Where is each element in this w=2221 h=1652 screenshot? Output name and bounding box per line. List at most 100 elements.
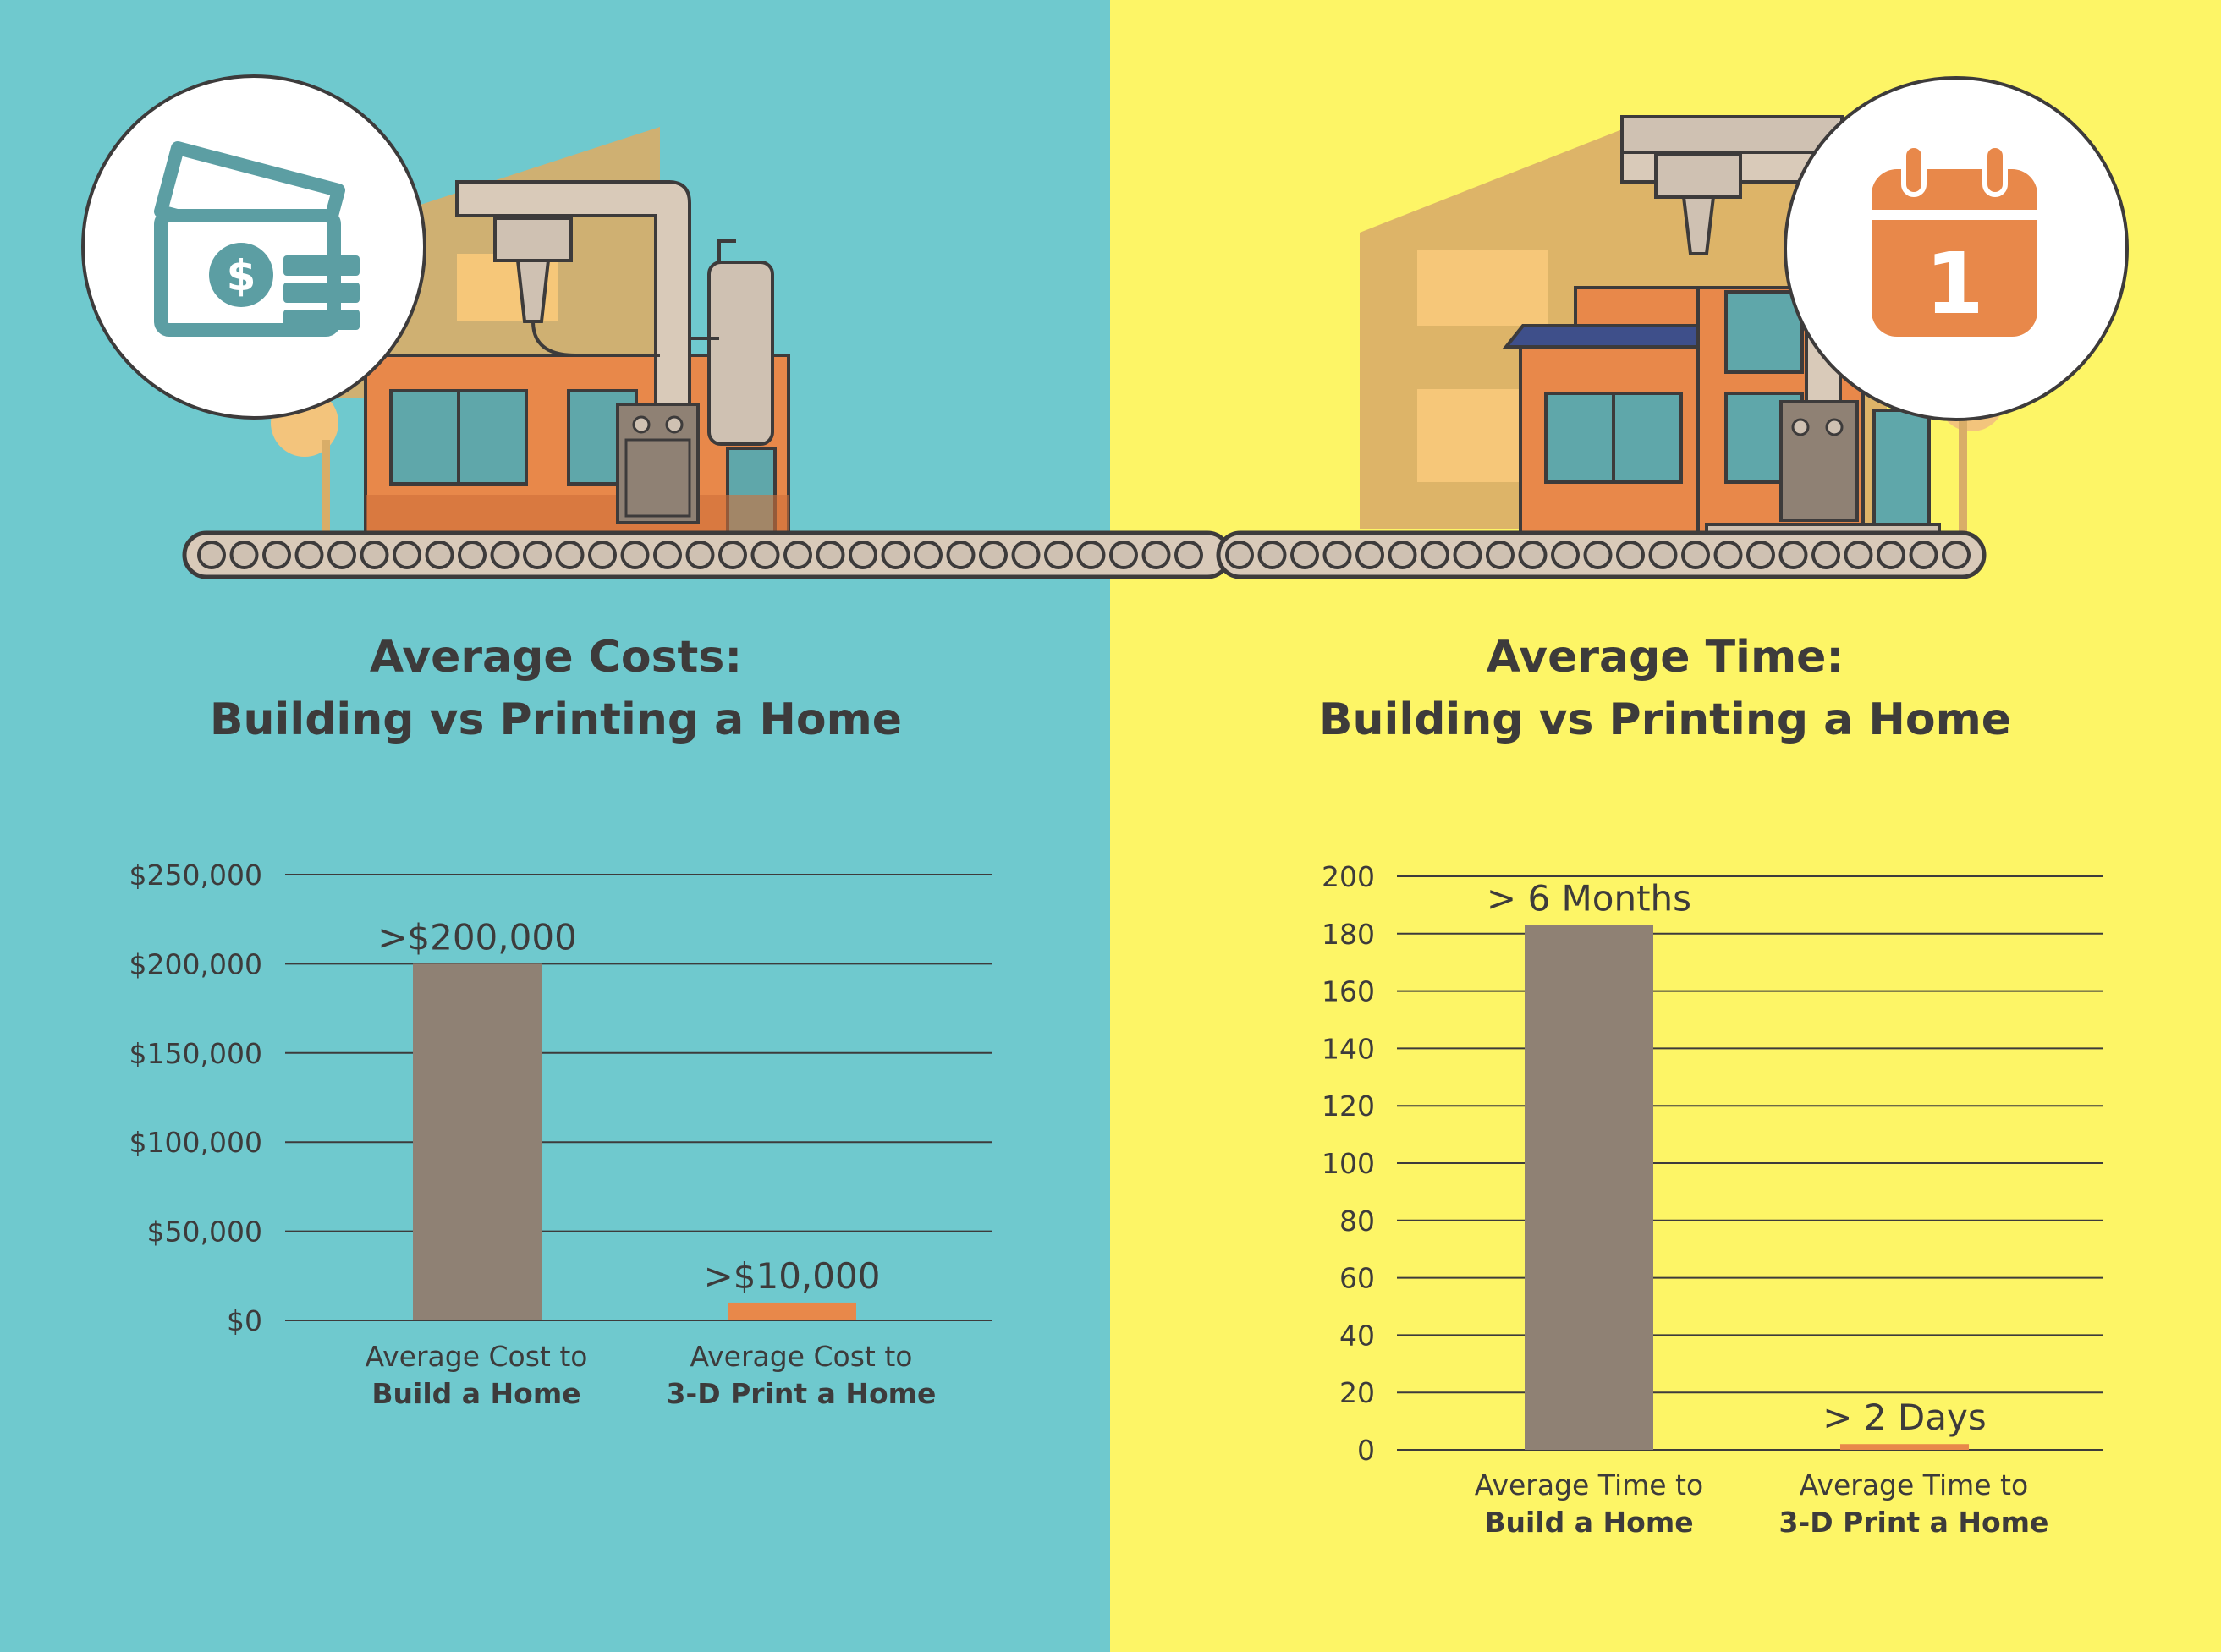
belt-roller (1844, 541, 1873, 569)
cost-data-label-print: >$10,000 (704, 1255, 881, 1297)
belt-roller (1322, 541, 1352, 569)
cost-category-print-line-1: Average Cost to (690, 1340, 913, 1373)
right-house-illustration (1360, 118, 2005, 535)
cost-y-tick-label: $50,000 (147, 1216, 262, 1249)
belt-roller (1174, 541, 1203, 569)
belt-roller (1648, 541, 1678, 569)
belt-roller (1141, 541, 1171, 569)
cost-chart-title: Average Costs: Building vs Printing a Ho… (48, 626, 1064, 751)
belt-roller (1076, 541, 1106, 569)
money-icon: $ (154, 141, 360, 337)
belt-roller (1616, 541, 1645, 569)
time-data-label-print: > 2 Days (1822, 1397, 1986, 1438)
belt-roller (1486, 541, 1515, 569)
belt-roller (1453, 541, 1482, 569)
belt-roller (1225, 541, 1254, 569)
belt-roller (327, 541, 356, 569)
calendar-number: 1 (1925, 234, 1984, 333)
belt-roller (1746, 541, 1775, 569)
time-category-build-line-1: Average Time to (1474, 1468, 1704, 1501)
time-y-tick-label: 120 (1322, 1089, 1375, 1122)
cost-title-line-2: Building vs Printing a Home (209, 694, 903, 745)
time-category-print-line-2: 3-D Print a Home (1778, 1506, 2049, 1539)
time-title-line-2: Building vs Printing a Home (1318, 694, 2012, 745)
belt-roller (620, 541, 650, 569)
time-category-print-line-1: Average Time to (1799, 1468, 2029, 1501)
time-data-label-build: > 6 Months (1487, 878, 1691, 919)
belt-roller (490, 541, 520, 569)
time-bar-chart: 0 20 40 60 80 100 120 140 160 180 200 > 6 Months > 2… (1322, 860, 2103, 1467)
belt-roller (946, 541, 976, 569)
cost-y-tick-label: $150,000 (129, 1037, 262, 1070)
time-bar-build (1525, 925, 1653, 1450)
svg-text:$: $ (227, 251, 256, 300)
cost-bar-print (728, 1302, 856, 1320)
cost-y-tick-label: $0 (227, 1304, 262, 1337)
belt-roller (262, 541, 291, 569)
calendar-icon: 1 (1872, 143, 2037, 337)
belt-roller (1811, 541, 1840, 569)
belt-roller (1778, 541, 1808, 569)
belt-roller (1551, 541, 1580, 569)
belt-roller (685, 541, 715, 569)
cost-title-line-1: Average Costs: (369, 632, 743, 683)
time-chart-title: Average Time: Building vs Printing a Hom… (1157, 626, 2173, 751)
belt-roller (750, 541, 780, 569)
cost-category-build-line-2: Build a Home (371, 1377, 581, 1410)
time-title-line-1: Average Time: (1486, 632, 1844, 683)
cost-y-tick-label: $200,000 (129, 947, 262, 980)
time-y-tick-label: 160 (1322, 975, 1375, 1008)
time-y-tick-label: 180 (1322, 918, 1375, 951)
time-y-tick-label: 80 (1339, 1205, 1375, 1238)
cost-category-build: Average Cost to Build a Home (299, 1338, 654, 1413)
cost-data-label-build: >$200,000 (377, 916, 577, 958)
belt-roller (425, 541, 454, 569)
belt-roller (1713, 541, 1743, 569)
belt-roller (1909, 541, 1938, 569)
time-y-tick-label: 140 (1322, 1032, 1375, 1065)
time-y-tick-label: 200 (1322, 860, 1375, 893)
time-y-tick-label: 0 (1357, 1434, 1375, 1467)
belt-roller (1044, 541, 1073, 569)
belt-roller (1681, 541, 1710, 569)
belt-roller (1388, 541, 1417, 569)
belt-roller (229, 541, 259, 569)
belt-roller (1583, 541, 1613, 569)
belt-roller (555, 541, 585, 569)
belt-roller (1011, 541, 1041, 569)
time-bar-print (1840, 1444, 1969, 1450)
belt-roller (718, 541, 747, 569)
belt-roller (360, 541, 389, 569)
belt-roller (1109, 541, 1138, 569)
belt-roller (1355, 541, 1384, 569)
belt-roller (816, 541, 845, 569)
belt-roller (979, 541, 1008, 569)
time-y-tick-label: 60 (1339, 1262, 1375, 1295)
belt-roller (1290, 541, 1319, 569)
belt-roller (294, 541, 324, 569)
cost-bar-chart: $0 $50,000 $100,000 $150,000 $200,000 $250,00… (129, 859, 992, 1337)
cost-y-tick-label: $250,000 (129, 859, 262, 892)
cost-category-print-line-2: 3-D Print a Home (666, 1377, 937, 1410)
conveyor-belt (182, 530, 1987, 579)
belt-roller (914, 541, 943, 569)
belt-roller (653, 541, 682, 569)
belt-roller (783, 541, 812, 569)
cost-category-build-line-1: Average Cost to (365, 1340, 588, 1373)
belt-roller (881, 541, 910, 569)
time-category-print: Average Time to 3-D Print a Home (1736, 1467, 2092, 1541)
belt-roller (197, 541, 226, 569)
belt-roller (1518, 541, 1548, 569)
belt-roller (849, 541, 877, 569)
time-y-tick-label: 40 (1339, 1319, 1375, 1352)
time-y-tick-label: 100 (1322, 1147, 1375, 1180)
belt-roller (1942, 541, 1971, 569)
belt-roller (1257, 541, 1287, 569)
belt-roller (393, 541, 421, 569)
money-badge: $ (81, 74, 426, 420)
left-printer-arm (455, 180, 774, 524)
belt-roller (1421, 541, 1449, 569)
cost-y-tick-label: $100,000 (129, 1126, 262, 1159)
belt-roller (523, 541, 552, 569)
